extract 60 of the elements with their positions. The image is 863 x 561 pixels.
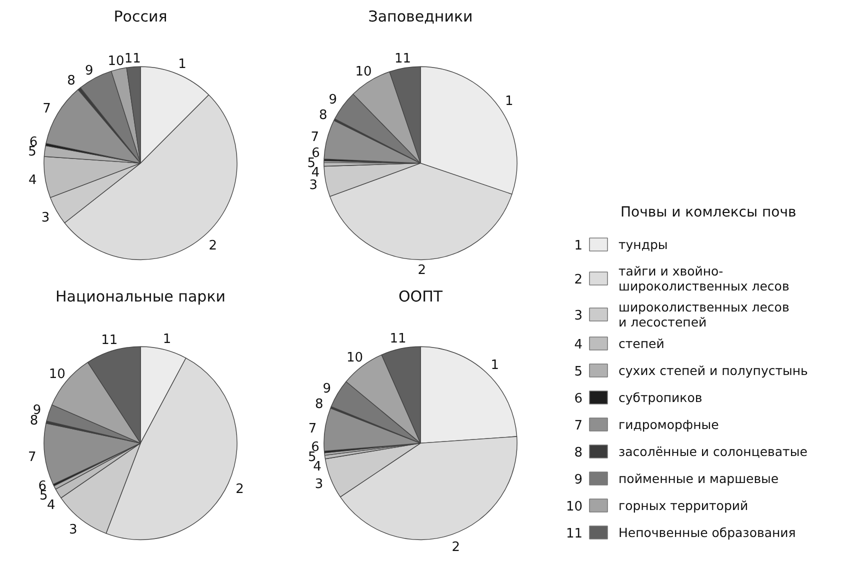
slice-label: 10: [48, 367, 66, 382]
slice-label: 9: [322, 381, 332, 396]
legend-label: 11: [566, 526, 583, 542]
slice-label: 9: [85, 63, 94, 78]
slice-label: 10: [108, 54, 124, 69]
legend-label: 10: [566, 500, 583, 514]
chart-title: Национальные парки: [55, 288, 226, 306]
text: степей: [618, 336, 664, 351]
slice-label: 4: [46, 498, 56, 514]
slice-label: 11: [124, 51, 141, 66]
slice-label: 3: [309, 178, 318, 193]
legend-label: 3: [574, 308, 583, 324]
legend-label: 6: [574, 392, 583, 406]
legend-label: 1: [574, 238, 583, 254]
text: субтропиков: [618, 390, 702, 405]
text: Непочвенные образования: [618, 525, 796, 540]
text: Почвы и комлексы почв: [620, 204, 796, 220]
slice-label: 9: [328, 92, 337, 108]
slice-label: 8: [30, 413, 38, 428]
slice-label: 3: [68, 522, 78, 538]
slice-label: 7: [42, 102, 51, 117]
slice-label: 7: [310, 130, 319, 146]
slice-label: 11: [101, 333, 118, 348]
slice-label: 7: [308, 422, 317, 437]
slice-label: 8: [67, 73, 76, 88]
text: гидроморфные: [618, 417, 720, 432]
slice-label: 2: [236, 482, 244, 498]
legend-label: 7: [574, 418, 583, 434]
text: сухих степей и полупустынь: [618, 363, 808, 378]
slice-label: 4: [28, 173, 37, 188]
slice-label: 10: [346, 350, 363, 366]
text: горных территорий: [618, 498, 748, 513]
legend-label: 4: [574, 338, 583, 352]
slice-label: 11: [390, 331, 406, 346]
slice-label: 2: [418, 262, 426, 278]
text: засолённые и солонцеватые: [618, 444, 808, 459]
text: тундры: [618, 237, 668, 252]
slice-label: 10: [355, 64, 372, 80]
slice-label: 3: [314, 477, 324, 492]
legend-label: 2: [574, 272, 583, 288]
slice-label: 11: [394, 51, 412, 66]
legend-label: 8: [574, 446, 583, 460]
slice-label: 2: [208, 238, 218, 254]
slice-label: 3: [41, 210, 50, 226]
slice-label: 1: [162, 332, 172, 347]
slice-label: 8: [318, 108, 328, 124]
slice-label: 8: [315, 396, 324, 412]
chart-title: Заповедники: [368, 8, 473, 26]
text: пойменные и маршевые: [618, 471, 779, 486]
chart-title: ООПТ: [398, 288, 444, 306]
slice-label: 1: [490, 358, 500, 373]
legend-label: 9: [574, 472, 583, 488]
slice-label: 1: [178, 56, 186, 72]
text: широколиственных лесов и лесостепей: [618, 300, 790, 330]
text: тайги и хвойно- широколиственных лесов: [618, 264, 790, 294]
slice-label: 7: [28, 450, 36, 465]
chart-title: Россия: [114, 8, 168, 26]
legend-label: 5: [574, 364, 583, 380]
slice-label: 2: [452, 540, 460, 555]
slice-label: 1: [505, 94, 514, 109]
